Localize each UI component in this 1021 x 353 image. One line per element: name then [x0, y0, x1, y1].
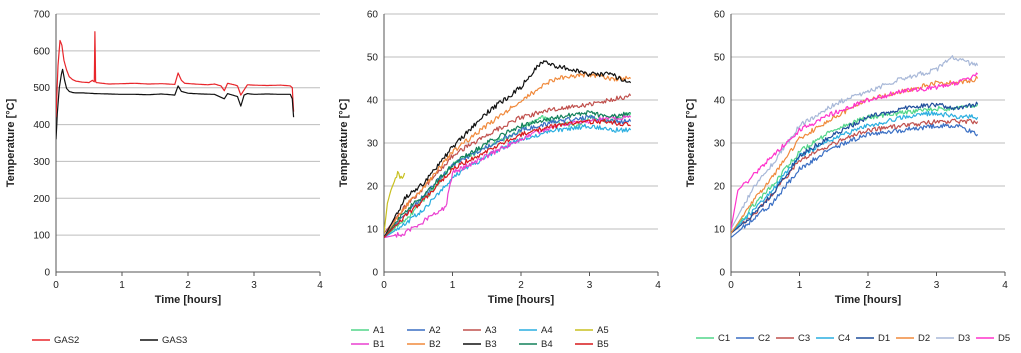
y-tick-label: 500 [33, 83, 50, 94]
series-line-d3 [731, 55, 979, 230]
x-tick-label: 0 [728, 280, 734, 291]
x-tick-label: 1 [797, 280, 803, 291]
series-line-d5 [731, 72, 979, 230]
legend-label-gas3: GAS3 [162, 335, 187, 346]
x-tick-label: 4 [1002, 280, 1008, 291]
x-tick-label: 3 [251, 280, 257, 291]
legend-label-d3: D3 [958, 333, 970, 344]
series-line-b2 [384, 71, 632, 238]
y-tick-label: 10 [367, 225, 379, 236]
x-axis-label: Time [hours] [155, 294, 222, 306]
y-tick-label: 50 [714, 53, 726, 64]
chart-3: 0 10 20 30 40 50 60 0 1 2 3 4 Time [hours] Temperatur… [685, 10, 1010, 345]
x-tick-label: 1 [119, 280, 125, 291]
y-tick-label: 0 [44, 268, 50, 279]
y-axis-label: Temperature [°C] [685, 98, 697, 187]
legend-label-c1: C1 [718, 333, 730, 344]
series-line-a5 [384, 170, 406, 234]
y-tick-label: 600 [33, 46, 50, 57]
y-tick-label: 40 [714, 96, 726, 107]
legend-label-c3: C3 [798, 333, 810, 344]
y-tick-label: 50 [367, 53, 379, 64]
series-line-b4 [384, 110, 631, 238]
y-tick-label: 60 [367, 10, 379, 21]
x-tick-label: 4 [655, 280, 661, 291]
y-axis-label: Temperature [°C] [338, 98, 350, 187]
x-tick-label: 1 [450, 280, 456, 291]
x-tick-label: 0 [381, 280, 387, 291]
legend-label-d2: D2 [918, 333, 930, 344]
x-tick-label: 0 [53, 280, 59, 291]
y-tick-label: 20 [714, 182, 726, 193]
x-tick-label: 3 [934, 280, 940, 291]
y-tick-label: 700 [33, 10, 50, 21]
series-line-gas3 [56, 68, 295, 140]
y-tick-label: 200 [33, 194, 50, 205]
legend-label-b3: B3 [485, 339, 497, 350]
legend-label-c2: C2 [758, 333, 770, 344]
y-tick-label: 0 [719, 268, 725, 279]
x-tick-label: 4 [317, 280, 323, 291]
legend-label-a2: A2 [429, 325, 441, 336]
y-tick-label: 30 [367, 139, 379, 150]
x-tick-label: 3 [587, 280, 593, 291]
y-axis-label: Temperature [°C] [5, 98, 17, 187]
series-line-c2 [731, 123, 979, 239]
series-line-c4 [731, 110, 979, 234]
legend-label-d5: D5 [998, 333, 1010, 344]
x-axis-label: Time [hours] [488, 294, 555, 306]
series-line-gas2 [56, 31, 295, 118]
legend-label-a4: A4 [541, 325, 553, 336]
series-line-d1 [731, 101, 979, 234]
y-tick-label: 0 [372, 268, 378, 279]
legend-label-gas2: GAS2 [54, 335, 79, 346]
y-tick-label: 100 [33, 231, 50, 242]
y-tick-label: 30 [714, 139, 726, 150]
chart-1: 0 100 200 300 400 500 600 700 0 1 2 3 4 Time [hours] T… [5, 10, 323, 347]
series-line-b5 [384, 118, 631, 239]
y-tick-label: 40 [367, 96, 379, 107]
y-tick-label: 60 [714, 10, 726, 21]
series-line-a4 [384, 123, 632, 239]
y-tick-label: 10 [714, 225, 726, 236]
x-tick-label: 2 [185, 280, 191, 291]
legend-label-c4: C4 [838, 333, 850, 344]
legend-label-b5: B5 [597, 339, 609, 350]
legend-label-b4: B4 [541, 339, 553, 350]
y-tick-label: 20 [367, 182, 379, 193]
y-tick-label: 400 [33, 120, 50, 131]
legend-label-b1: B1 [373, 339, 385, 350]
x-tick-label: 2 [518, 280, 524, 291]
series-line-a2 [384, 114, 632, 239]
series-line-b3 [384, 60, 632, 238]
series-line-b1 [384, 114, 632, 239]
legend-label-a1: A1 [373, 325, 385, 336]
series-line-a3 [384, 93, 632, 234]
x-axis-label: Time [hours] [835, 294, 902, 306]
legend-label-a3: A3 [485, 325, 497, 336]
legend-label-b2: B2 [429, 339, 441, 350]
x-tick-label: 2 [865, 280, 871, 291]
legend-label-d1: D1 [878, 333, 890, 344]
y-tick-label: 300 [33, 157, 50, 168]
chart-2: 0 10 20 30 40 50 60 0 1 2 3 4 Time [hours] Temperatur… [338, 10, 661, 351]
series-line-c1 [731, 103, 979, 234]
series-line-c3 [731, 118, 979, 234]
legend-label-a5: A5 [597, 325, 609, 336]
